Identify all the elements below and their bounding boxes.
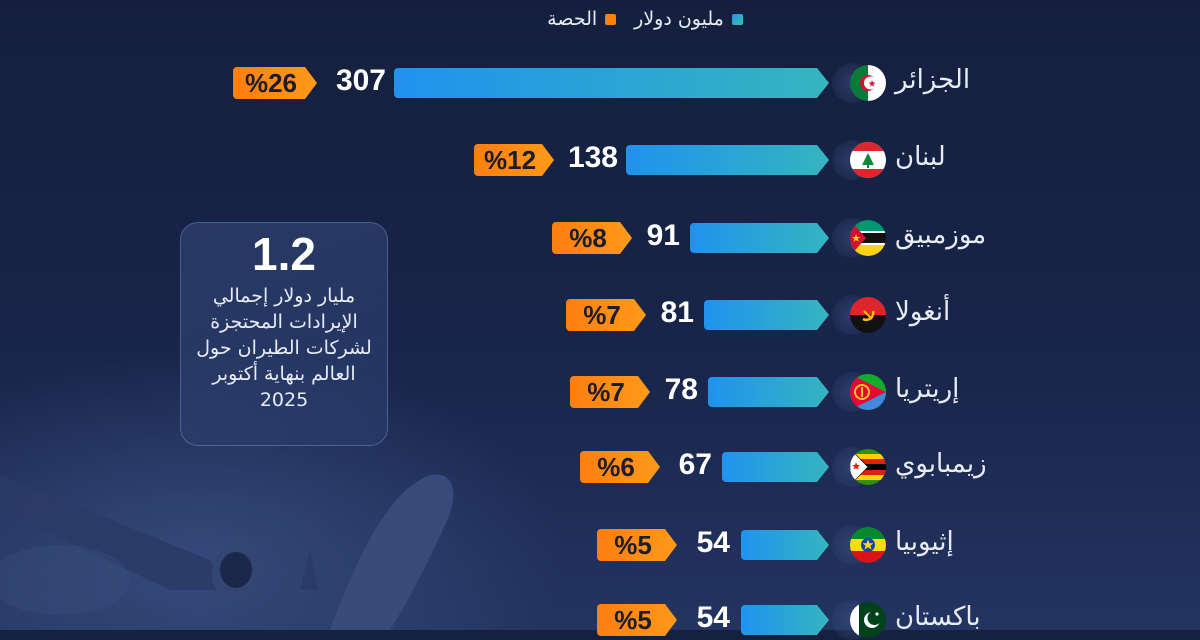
eritrea-flag-icon xyxy=(850,374,886,410)
bar-row: %12 138 لبنان xyxy=(0,140,1200,180)
country-name: إريتريا xyxy=(895,374,960,404)
legend-label-share: الحصة xyxy=(547,8,598,30)
bar-value: 78 xyxy=(664,373,698,406)
pakistan-flag-icon xyxy=(850,602,886,638)
bar xyxy=(626,145,829,175)
country-name: زيمبابوي xyxy=(895,449,987,479)
bar-row: %7 81 أنغولا xyxy=(0,295,1200,335)
share-tag: %8 xyxy=(552,222,632,254)
legend-swatch-blue xyxy=(731,13,743,25)
chart-legend: مليون دولار الحصة xyxy=(0,8,1200,30)
bar-value: 67 xyxy=(678,448,712,481)
bar xyxy=(741,530,829,560)
zimbabwe-flag-icon xyxy=(850,449,886,485)
lebanon-flag-icon xyxy=(850,142,886,178)
bar-row: %5 54 إثيوبيا xyxy=(0,525,1200,565)
bar xyxy=(741,605,829,635)
bar-row: %5 54 باكستان xyxy=(0,600,1200,640)
ethiopia-flag-icon xyxy=(850,527,886,563)
airplane-icon xyxy=(0,474,454,630)
mozambique-flag-icon xyxy=(850,220,886,256)
legend-swatch-orange xyxy=(605,13,617,25)
bar xyxy=(704,300,829,330)
legend-label-value: مليون دولار xyxy=(634,8,724,30)
bar-row: %8 91 موزمبيق xyxy=(0,218,1200,258)
bar-value: 81 xyxy=(660,296,694,329)
share-tag: %5 xyxy=(597,529,677,561)
bar-row: %26 307 الجزائر xyxy=(0,63,1200,103)
angola-flag-icon xyxy=(850,297,886,333)
share-tag: %6 xyxy=(580,451,660,483)
share-tag: %12 xyxy=(474,144,554,176)
bar-value: 307 xyxy=(335,64,386,97)
algeria-flag-icon xyxy=(850,65,886,101)
bar-row: %6 67 زيمبابوي xyxy=(0,447,1200,487)
share-tag: %26 xyxy=(233,67,317,99)
country-name: موزمبيق xyxy=(895,220,987,250)
total-figure: 1.2 xyxy=(252,228,316,280)
total-info-box: 1.2 مليار دولار إجمالي الإيرادات المحتجز… xyxy=(180,222,388,446)
legend-item-share: الحصة xyxy=(547,8,617,30)
country-name: باكستان xyxy=(895,602,981,632)
bar xyxy=(708,377,829,407)
bar xyxy=(722,452,829,482)
total-description: مليار دولار إجمالي الإيرادات المحتجزة لش… xyxy=(196,285,372,411)
bar xyxy=(690,223,829,253)
bar-value: 54 xyxy=(696,601,730,634)
legend-item-value: مليون دولار xyxy=(634,8,743,30)
country-name: إثيوبيا xyxy=(895,527,954,557)
country-name: الجزائر xyxy=(895,65,971,95)
country-name: أنغولا xyxy=(895,297,951,327)
bar xyxy=(394,68,829,98)
bar-row: %7 78 إريتريا xyxy=(0,372,1200,412)
bar-value: 138 xyxy=(567,141,618,174)
bar-value: 54 xyxy=(696,526,730,559)
share-tag: %7 xyxy=(566,299,646,331)
bar-value: 91 xyxy=(646,219,680,252)
country-name: لبنان xyxy=(895,142,946,172)
share-tag: %7 xyxy=(570,376,650,408)
